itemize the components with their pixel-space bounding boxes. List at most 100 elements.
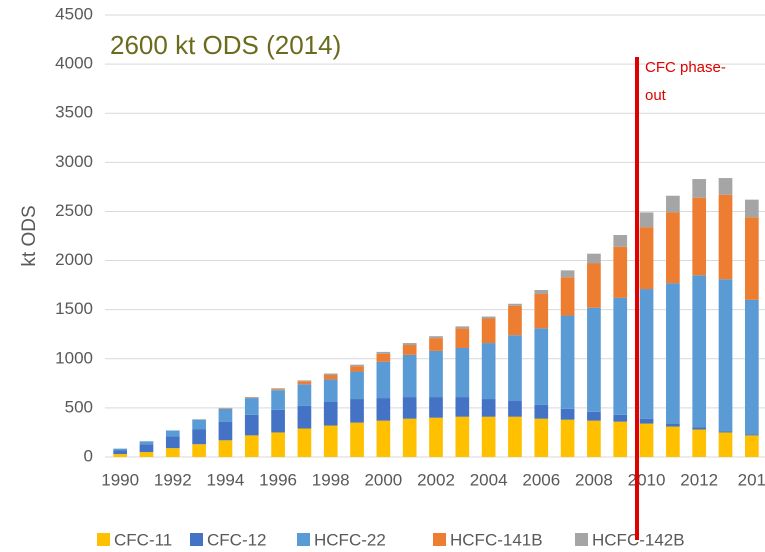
x-tick-label: 1996 xyxy=(259,470,297,489)
bar-segment xyxy=(560,277,575,316)
bar-segment xyxy=(666,426,680,457)
bar-segment xyxy=(139,441,154,445)
bar-segment xyxy=(113,450,128,455)
bar-segment xyxy=(429,417,443,457)
bar-segment xyxy=(560,315,575,409)
bar-segment xyxy=(192,429,206,445)
bar-segment xyxy=(587,420,601,457)
x-tick-label: 201 xyxy=(738,470,765,489)
bar-segment xyxy=(455,328,470,348)
bar-segment xyxy=(666,212,680,284)
bar-segment xyxy=(323,425,338,457)
bar-segment xyxy=(323,374,338,380)
marker-label: CFC phase- xyxy=(645,59,726,76)
y-tick-label: 500 xyxy=(65,397,93,416)
bar-segment xyxy=(165,436,180,449)
x-tick-label: 1992 xyxy=(154,470,192,489)
bar-segment xyxy=(271,390,285,410)
legend-swatch xyxy=(297,533,310,546)
bar-segment xyxy=(455,326,470,329)
marker-label: out xyxy=(645,87,667,104)
y-tick-label: 3000 xyxy=(55,152,93,171)
bar-segment xyxy=(587,307,601,412)
y-tick-label: 2000 xyxy=(55,250,93,269)
y-tick-label: 3500 xyxy=(55,103,93,122)
bar-segment xyxy=(192,419,206,430)
bar-segment xyxy=(692,429,707,457)
bar-segment xyxy=(613,297,628,415)
bar-segment xyxy=(350,399,364,423)
bar-segment xyxy=(534,328,549,405)
x-tick-label: 2002 xyxy=(417,470,455,489)
bar-segment xyxy=(508,416,522,457)
bar-segment xyxy=(218,440,233,457)
bar-segment xyxy=(165,430,180,437)
bar-segment xyxy=(376,398,391,421)
bar-segment xyxy=(613,235,628,247)
y-tick-label: 4000 xyxy=(55,54,93,73)
x-tick-label: 2010 xyxy=(628,470,666,489)
legend-swatch xyxy=(190,533,203,546)
bar-segment xyxy=(587,263,601,308)
bar-segment xyxy=(534,293,549,329)
bar-segment xyxy=(113,448,128,451)
bar-segment xyxy=(639,227,654,290)
bar-segment xyxy=(244,414,259,436)
annotation: 2600 kt ODS (2014) xyxy=(110,30,341,60)
bar-segment xyxy=(481,416,496,457)
bar-segment xyxy=(113,454,128,457)
bar-segment xyxy=(297,405,312,429)
bar-segment xyxy=(297,380,312,382)
bar-segment xyxy=(218,421,233,441)
bar-segment xyxy=(376,420,391,457)
y-tick-label: 0 xyxy=(84,446,93,465)
bar-segment xyxy=(376,361,391,399)
bar-segment xyxy=(323,401,338,426)
bar-segment xyxy=(613,414,628,422)
bar-segment xyxy=(692,179,707,198)
bar-segment xyxy=(244,398,259,415)
bar-segment xyxy=(666,283,680,424)
bar-segment xyxy=(402,354,417,398)
bar-segment xyxy=(165,448,180,457)
bar-segment xyxy=(692,427,707,430)
bar-segment xyxy=(455,416,470,457)
legend-label: HCFC-22 xyxy=(314,530,386,549)
legend-label: HCFC-141B xyxy=(450,530,543,549)
bar-segment xyxy=(192,444,206,457)
x-tick-label: 1998 xyxy=(312,470,350,489)
y-tick-label: 1500 xyxy=(55,299,93,318)
bar-segment xyxy=(508,335,522,402)
bar-segment xyxy=(718,432,733,457)
bar-segment xyxy=(639,289,654,419)
bar-segment xyxy=(481,316,496,319)
bar-segment xyxy=(455,347,470,398)
bar-segment xyxy=(639,212,654,228)
bar-segment xyxy=(350,364,364,367)
x-tick-label: 2006 xyxy=(522,470,560,489)
x-tick-label: 2000 xyxy=(364,470,402,489)
bar-segment xyxy=(587,253,601,264)
bar-segment xyxy=(718,178,733,195)
legend-label: CFC-12 xyxy=(207,530,267,549)
bar-segment xyxy=(376,353,391,362)
bar-segment xyxy=(402,397,417,419)
legend-swatch xyxy=(97,533,110,546)
bar-segment xyxy=(350,371,364,400)
bar-segment xyxy=(429,336,443,339)
bar-segment xyxy=(323,379,338,402)
bar-segment xyxy=(218,408,233,422)
bar-segment xyxy=(666,423,680,427)
bar-segment xyxy=(402,418,417,457)
bar-segment xyxy=(350,422,364,457)
bar-segment xyxy=(481,399,496,417)
y-axis-label: kt ODS xyxy=(19,205,40,266)
bar-segment xyxy=(139,452,154,457)
x-tick-label: 2004 xyxy=(470,470,508,489)
bar-segment xyxy=(350,366,364,372)
bar-segment xyxy=(455,397,470,417)
bar-segment xyxy=(718,279,733,432)
bar-segment xyxy=(323,373,338,375)
x-tick-label: 2012 xyxy=(680,470,718,489)
